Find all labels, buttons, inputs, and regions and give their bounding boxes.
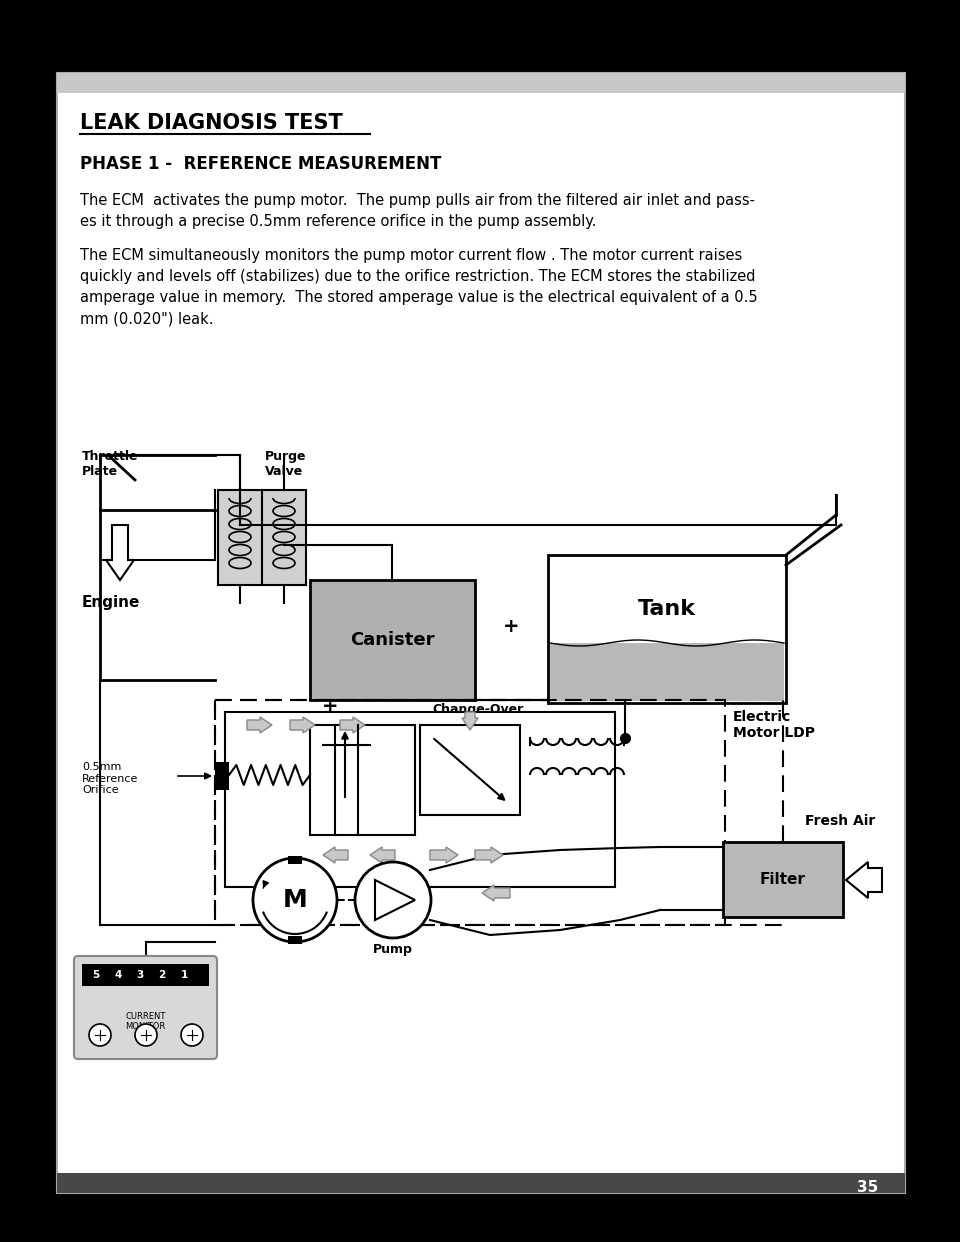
- Text: +: +: [503, 617, 519, 636]
- FancyArrow shape: [340, 717, 365, 733]
- Bar: [57, 73, 905, 93]
- Text: 3: 3: [136, 970, 144, 980]
- FancyArrow shape: [323, 847, 348, 863]
- Bar: [723, 842, 843, 917]
- Text: The ECM simultaneously monitors the pump motor current flow . The motor current : The ECM simultaneously monitors the pump…: [80, 248, 757, 325]
- FancyArrow shape: [370, 847, 395, 863]
- Text: The ECM  activates the pump motor.  The pump pulls air from the filtered air inl: The ECM activates the pump motor. The pu…: [80, 193, 755, 229]
- FancyArrow shape: [290, 717, 315, 733]
- Text: Change-Over
Valve: Change-Over Valve: [432, 703, 523, 732]
- Bar: [548, 555, 786, 703]
- Circle shape: [253, 858, 337, 941]
- Bar: [57, 73, 905, 1194]
- Text: Purge
Valve: Purge Valve: [265, 450, 306, 478]
- FancyArrow shape: [430, 847, 458, 863]
- FancyArrow shape: [475, 847, 503, 863]
- Bar: [310, 580, 475, 700]
- Text: 4: 4: [114, 970, 122, 980]
- Bar: [218, 491, 306, 585]
- Circle shape: [181, 1023, 203, 1046]
- Text: Throttle
Plate: Throttle Plate: [82, 450, 138, 478]
- FancyArrow shape: [247, 717, 272, 733]
- Bar: [420, 725, 520, 815]
- Bar: [310, 725, 415, 835]
- Text: Pump: Pump: [373, 943, 413, 956]
- FancyArrow shape: [482, 886, 510, 900]
- Text: Electric
Motor LDP: Electric Motor LDP: [733, 710, 815, 740]
- Bar: [82, 964, 209, 986]
- Text: 1: 1: [180, 970, 187, 980]
- Text: CURRENT
MONITOR: CURRENT MONITOR: [126, 1012, 166, 1031]
- Bar: [288, 936, 302, 944]
- Bar: [215, 763, 229, 790]
- Text: LEAK DIAGNOSIS TEST: LEAK DIAGNOSIS TEST: [80, 113, 343, 133]
- Text: 0.5mm
Reference
Orifice: 0.5mm Reference Orifice: [82, 763, 138, 795]
- Polygon shape: [375, 881, 415, 920]
- Text: Filter: Filter: [760, 872, 806, 887]
- FancyArrow shape: [846, 862, 882, 898]
- Text: 35: 35: [856, 1180, 878, 1196]
- Text: 2: 2: [158, 970, 166, 980]
- Text: Fresh Air: Fresh Air: [804, 814, 876, 828]
- Text: 5: 5: [92, 970, 100, 980]
- Circle shape: [89, 1023, 111, 1046]
- Text: +: +: [322, 697, 339, 715]
- Text: M: M: [282, 888, 307, 912]
- Text: Canister: Canister: [350, 631, 435, 650]
- Circle shape: [135, 1023, 157, 1046]
- Bar: [550, 643, 784, 700]
- FancyBboxPatch shape: [74, 956, 217, 1059]
- Bar: [288, 856, 302, 864]
- Bar: [57, 1172, 905, 1194]
- Text: Tank: Tank: [638, 599, 696, 619]
- Text: PHASE 1 -  REFERENCE MEASUREMENT: PHASE 1 - REFERENCE MEASUREMENT: [80, 155, 442, 173]
- FancyArrow shape: [462, 712, 478, 730]
- FancyArrow shape: [106, 525, 134, 580]
- Bar: [225, 712, 615, 887]
- Text: Engine: Engine: [82, 595, 140, 610]
- Bar: [215, 700, 725, 925]
- Circle shape: [355, 862, 431, 938]
